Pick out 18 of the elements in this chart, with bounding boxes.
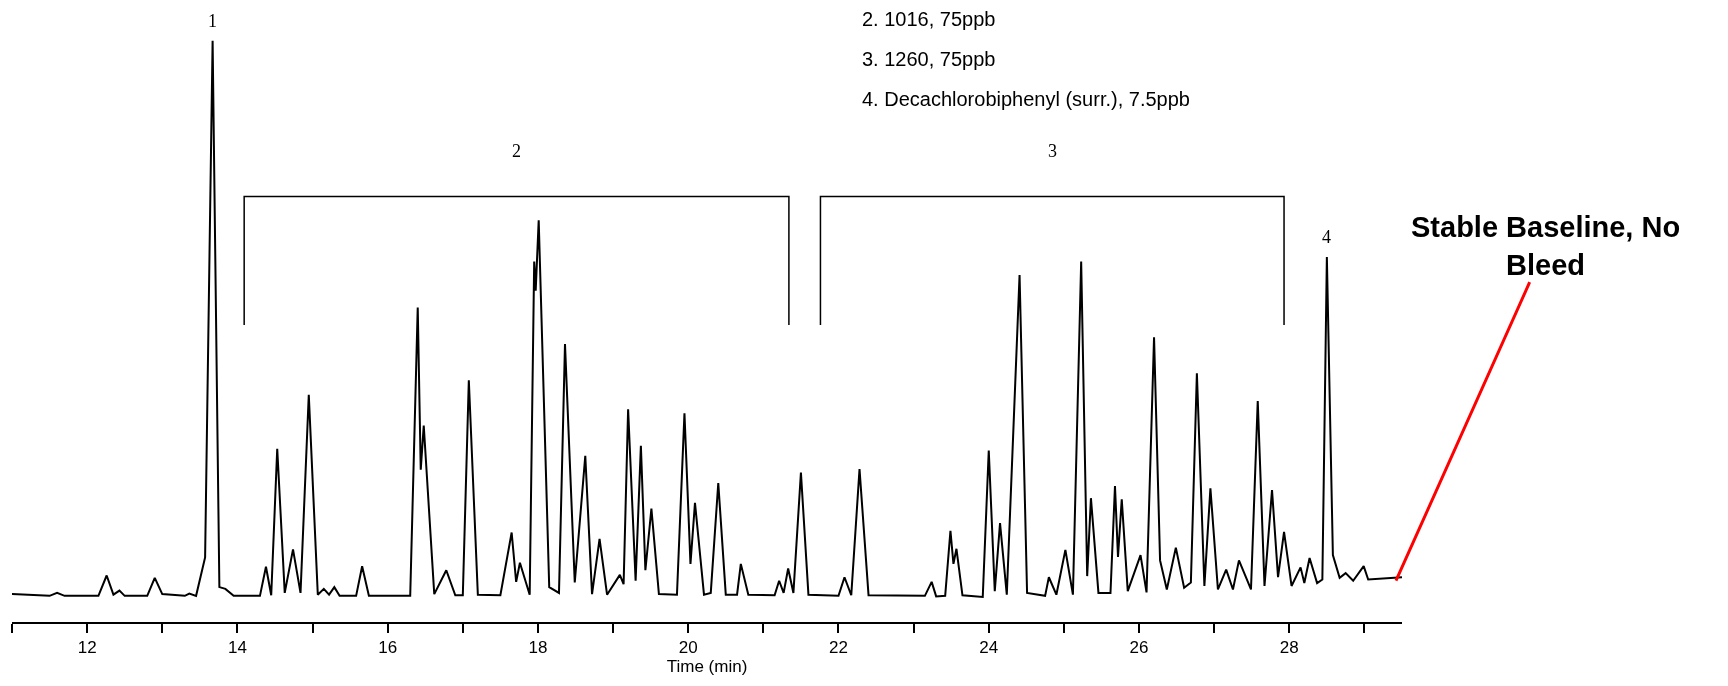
x-tick-label: 12	[77, 638, 97, 658]
x-axis-title: Time (min)	[666, 657, 748, 677]
annotation: 4. Decachlorobiphenyl (surr.), 7.5ppb	[862, 88, 1190, 110]
x-tick-label: 22	[829, 638, 848, 658]
annotation: 4	[1322, 227, 1331, 247]
x-tick-label: 18	[528, 638, 548, 658]
annotation: 2	[512, 141, 521, 161]
x-tick-label: 14	[227, 638, 247, 658]
x-tick-label: 16	[378, 638, 398, 658]
annotation: 3	[1048, 141, 1057, 161]
annotation: 3. 1260, 75ppb	[862, 48, 996, 70]
x-tick-label: 26	[1129, 638, 1149, 658]
annotation: 1	[208, 11, 217, 31]
annotation: Stable Baseline, No Bleed	[1411, 211, 1681, 281]
x-tick-label: 24	[979, 638, 999, 658]
text: 2. 1016, 75ppb	[862, 8, 996, 30]
x-tick-label: 28	[1279, 638, 1299, 658]
x-tick-label: 20	[678, 638, 698, 658]
